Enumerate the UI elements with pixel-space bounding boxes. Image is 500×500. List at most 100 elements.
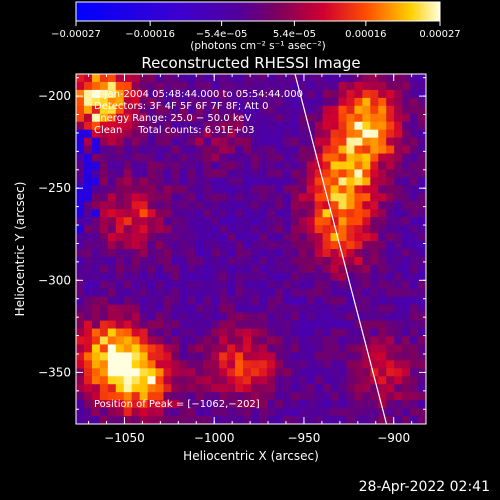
heatmap-cell — [147, 201, 157, 210]
heatmap-cell — [274, 105, 284, 115]
heatmap-cell — [243, 217, 252, 226]
heatmap-cell — [290, 288, 300, 298]
heatmap-cell — [91, 113, 101, 123]
heatmap-cell — [314, 344, 324, 354]
heatmap-cell — [203, 312, 212, 322]
heatmap-cell — [235, 408, 244, 417]
heatmap-cell — [227, 400, 236, 409]
heatmap-cell — [378, 384, 387, 393]
heatmap-cell — [274, 408, 284, 417]
heatmap-cell — [298, 201, 308, 210]
heatmap-cell — [115, 320, 125, 330]
heatmap-cell — [298, 217, 308, 226]
heatmap-cell — [139, 153, 149, 163]
heatmap-cell — [91, 169, 101, 179]
heatmap-cell — [314, 225, 324, 234]
heatmap-cell — [274, 129, 284, 139]
heatmap-cell — [338, 137, 348, 147]
heatmap-cell — [290, 89, 300, 99]
heatmap-cell — [282, 360, 292, 369]
heatmap-cell — [107, 344, 117, 354]
heatmap-cell — [195, 320, 204, 330]
heatmap-cell — [179, 312, 188, 322]
heatmap-cell — [394, 249, 403, 258]
heatmap-cell — [76, 177, 85, 186]
heatmap-cell — [187, 81, 196, 91]
heatmap-cell — [394, 217, 403, 226]
heatmap-cell — [227, 241, 236, 250]
heatmap-cell — [203, 209, 212, 218]
heatmap-cell — [394, 416, 403, 424]
heatmap-cell — [99, 312, 109, 322]
heatmap-cell — [282, 113, 292, 123]
heatmap-cell — [243, 105, 252, 115]
heatmap-cell — [147, 121, 157, 131]
heatmap-cell — [107, 153, 117, 163]
heatmap-cell — [330, 233, 340, 242]
heatmap-cell — [266, 336, 276, 346]
heatmap-cell — [386, 296, 395, 306]
heatmap-cell — [227, 129, 236, 139]
heatmap-cell — [330, 280, 340, 290]
heatmap-cell — [139, 193, 149, 202]
heatmap-cell — [394, 153, 403, 163]
heatmap-cell — [330, 360, 340, 369]
heatmap-cell — [306, 185, 316, 194]
heatmap-cell — [370, 233, 379, 242]
heatmap-cell — [163, 296, 173, 306]
heatmap-cell — [402, 241, 411, 250]
heatmap-cell — [139, 74, 149, 83]
heatmap-cell — [179, 105, 188, 115]
heatmap-cell — [171, 288, 181, 298]
heatmap-cell — [123, 105, 133, 115]
heatmap-cell — [243, 185, 252, 194]
heatmap-cell — [402, 312, 411, 322]
heatmap-cell — [370, 256, 379, 266]
heatmap-cell — [338, 256, 348, 266]
heatmap-cell — [322, 280, 332, 290]
heatmap-cell — [354, 256, 363, 266]
heatmap-cell — [76, 137, 85, 147]
heatmap-cell — [338, 185, 348, 194]
heatmap-cell — [131, 81, 141, 91]
heatmap-cell — [107, 241, 117, 250]
solar-limb-line — [294, 73, 388, 425]
annotation-time: 5-Jan-2004 05:48:44.000 to 05:54:44.000 — [94, 89, 303, 100]
heatmap-cell — [338, 201, 348, 210]
heatmap-cell — [131, 312, 141, 322]
heatmap-cell — [394, 280, 403, 290]
heatmap-cell — [282, 217, 292, 226]
heatmap-cell — [99, 360, 109, 369]
heatmap-cell — [402, 249, 411, 258]
heatmap-cell — [107, 217, 117, 226]
heatmap-cell — [370, 320, 379, 330]
heatmap-cell — [155, 121, 165, 131]
heatmap-cell — [282, 352, 292, 361]
heatmap-cell — [227, 368, 236, 377]
heatmap-cell — [139, 121, 149, 131]
heatmap-cell — [394, 137, 403, 147]
heatmap-cell — [386, 264, 395, 274]
heatmap-cell — [266, 89, 276, 99]
heatmap-cell — [99, 296, 109, 306]
heatmap-cell — [243, 249, 252, 258]
heatmap-cell — [147, 209, 157, 218]
heatmap-cell — [171, 280, 181, 290]
heatmap-cell — [251, 97, 260, 107]
heatmap-cell — [346, 129, 356, 139]
heatmap-cell — [99, 352, 109, 361]
heatmap-cell — [91, 153, 101, 163]
heatmap-cell — [394, 145, 403, 155]
heatmap-cell — [378, 153, 387, 163]
heatmap-cell — [266, 272, 276, 282]
heatmap-cell — [251, 384, 260, 393]
heatmap-cell — [99, 416, 109, 424]
heatmap-cell — [227, 296, 236, 306]
heatmap-cell — [243, 320, 252, 330]
heatmap-cell — [314, 416, 324, 424]
heatmap-cell — [115, 113, 125, 123]
heatmap-cell — [195, 89, 204, 99]
heatmap-cell — [290, 169, 300, 179]
heatmap-cell — [418, 225, 426, 234]
heatmap-cell — [306, 121, 316, 131]
